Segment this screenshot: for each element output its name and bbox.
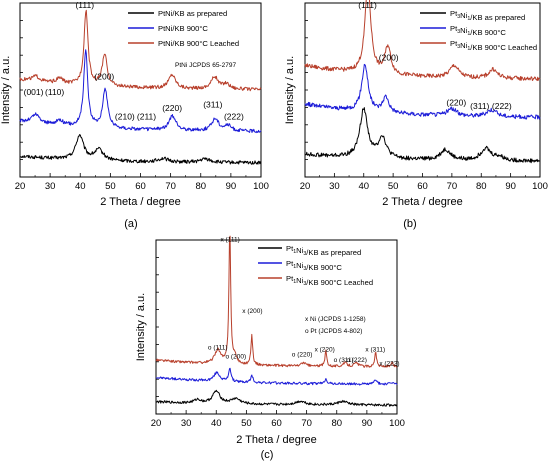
peak-label: x (222) (379, 360, 399, 367)
series-line-1 (19, 134, 262, 165)
legend-entry: PtNi/KB as prepared (158, 9, 227, 18)
peak-label: (311) (470, 101, 489, 111)
x-tick-label: 100 (532, 181, 548, 192)
peak-label: o (220) (292, 352, 313, 359)
series-line-2 (19, 49, 262, 134)
peak-label: (222) (224, 112, 244, 122)
peak-label: (220) (446, 98, 466, 108)
panel-label: (b) (403, 218, 416, 230)
x-tick-label: 100 (253, 181, 269, 192)
x-tick-label: 100 (389, 418, 405, 429)
x-tick-label: 40 (75, 181, 86, 192)
x-tick-label: 20 (300, 181, 311, 192)
x-tick-label: 30 (181, 418, 192, 429)
series-line-1 (304, 107, 541, 164)
x-tick-label: 90 (226, 181, 237, 192)
series-line-2 (155, 367, 398, 386)
y-axis-label: Intensity / a.u. (284, 56, 296, 124)
reference-note: PtNi JCPDS 65-2797 (175, 62, 236, 69)
x-tick-label: 70 (301, 418, 312, 429)
series-line-3 (304, 0, 541, 82)
peak-label: x (200) (242, 308, 262, 315)
x-tick-label: 70 (447, 181, 458, 192)
chart-panel-1: 20 30 40 50 60 70 80 90 100 2 Theta / degree Inten… (0, 0, 269, 230)
legend-entry: Pt3Ni1/KB 900°C (450, 24, 506, 37)
peak-label: (110) (45, 87, 64, 97)
series-line-1 (155, 389, 397, 407)
x-tick-label: 40 (211, 418, 222, 429)
peak-label: o (222) (346, 357, 367, 364)
peak-label: x (111) (220, 237, 239, 244)
chart-panel-2: 20 30 40 50 60 70 80 90 100 2 Theta / degree Inten… (284, 0, 548, 230)
reference-note-ni: x Ni (JCPDS 1-1258) (305, 316, 366, 323)
x-axis-label: 2 Theta / degree (236, 434, 317, 446)
x-tick-label: 80 (331, 418, 342, 429)
series-line-2 (304, 63, 541, 120)
peak-label: (311) (203, 99, 222, 109)
x-tick-label: 50 (105, 181, 116, 192)
reference-note-pt: o Pt (JCPDS 4-802) (305, 328, 362, 335)
peak-label: o (200) (226, 353, 247, 360)
peak-label: x (311) (365, 346, 385, 353)
peak-label: o (311) (334, 357, 354, 364)
peak-label: (200) (379, 52, 399, 62)
legend-entry: Pt1Ni3/KB 900°C (286, 259, 342, 272)
x-axis-label: 2 Theta / degree (100, 196, 181, 208)
x-tick-label: 60 (417, 181, 428, 192)
y-axis-label: Intensity / a.u. (135, 293, 147, 361)
x-tick-label: 70 (165, 181, 176, 192)
panel-label: (c) (261, 449, 274, 461)
plot-frame (155, 239, 398, 415)
peak-label: (111) (75, 0, 94, 10)
legend-entry: Pt3Ni1/KB 900°C Leached (450, 39, 537, 52)
x-tick-label: 20 (151, 418, 162, 429)
x-tick-label: 50 (388, 181, 399, 192)
peak-label: x (220) (315, 346, 335, 353)
x-tick-label: 90 (505, 181, 516, 192)
legend-entry: Pt3Ni1/KB as prepared (450, 9, 525, 22)
x-tick-label: 50 (241, 418, 252, 429)
legend-entry: PtNi/KB 900°C Leached (158, 39, 239, 48)
x-tick-label: 40 (358, 181, 369, 192)
peak-label: (222) (492, 101, 512, 111)
peak-label: (211) (137, 112, 156, 122)
legend-entry: Pt1Ni3/KB as prepared (286, 244, 361, 257)
chart-panel-3: 20 30 40 50 60 70 80 90 100 2 Theta / degree Inten… (135, 235, 405, 461)
peak-label: o (111) (208, 345, 228, 352)
x-tick-label: 30 (329, 181, 340, 192)
peak-label: (111) (358, 0, 377, 10)
peak-label: (200) (94, 72, 114, 82)
y-axis-label: Intensity / a.u. (0, 56, 12, 124)
series-line-3 (19, 9, 262, 92)
x-tick-label: 80 (195, 181, 206, 192)
peak-label: (001) (24, 87, 44, 97)
x-tick-label: 20 (15, 181, 26, 192)
peak-label: (220) (162, 103, 182, 113)
legend-entry: Pt1Ni3/KB 900°C Leached (286, 274, 373, 287)
series-line-3 (155, 235, 398, 368)
x-tick-label: 60 (135, 181, 146, 192)
legend-entry: PtNi/KB 900°C (158, 24, 208, 33)
panel-label: (a) (124, 218, 137, 230)
peak-label: (210) (115, 112, 135, 122)
x-tick-label: 80 (476, 181, 487, 192)
x-axis-label: 2 Theta / degree (382, 196, 463, 208)
x-tick-label: 60 (271, 418, 282, 429)
x-tick-label: 90 (362, 418, 373, 429)
x-tick-label: 30 (45, 181, 56, 192)
